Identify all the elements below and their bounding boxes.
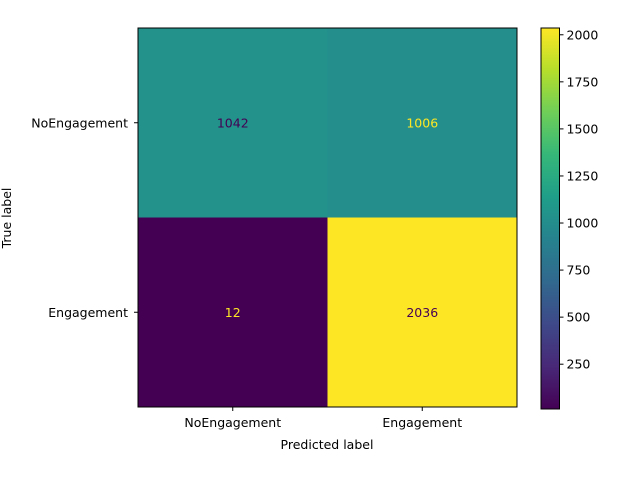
colorbar-ticks: 250 500 750 1000 1250 1500 1750 2000 bbox=[559, 27, 599, 372]
y-tick-label: Engagement bbox=[48, 305, 128, 320]
cell-value-label: 1042 bbox=[217, 115, 249, 130]
y-tick-label: NoEngagement bbox=[31, 115, 128, 130]
colorbar-tick-label: 1000 bbox=[567, 216, 599, 231]
x-axis-ticks: NoEngagement Engagement bbox=[184, 407, 462, 430]
colorbar-tick-label: 1500 bbox=[567, 121, 599, 136]
colorbar-tick-label: 2000 bbox=[567, 27, 599, 42]
cell-value-labels: 1042 1006 12 2036 bbox=[217, 115, 438, 320]
y-axis-ticks: NoEngagement Engagement bbox=[31, 115, 138, 320]
cell-value-label: 2036 bbox=[406, 305, 438, 320]
heatmap-cell bbox=[138, 217, 328, 408]
colorbar-frame bbox=[540, 27, 560, 410]
colorbar-tick-label: 500 bbox=[567, 310, 591, 325]
heatmap-cells bbox=[138, 28, 518, 408]
heatmap-cell bbox=[327, 217, 518, 408]
cell-value-label: 12 bbox=[225, 305, 241, 320]
heatmap-cell bbox=[138, 28, 328, 218]
colorbar-tick-label: 250 bbox=[567, 357, 591, 372]
colorbar-tick-label: 750 bbox=[567, 263, 591, 278]
colorbar bbox=[541, 28, 560, 409]
x-axis-label: Predicted label bbox=[281, 437, 374, 452]
plot-frame bbox=[137, 27, 518, 408]
heatmap-cell bbox=[327, 28, 518, 218]
cell-value-label: 1006 bbox=[406, 115, 438, 130]
colorbar-tick-label: 1250 bbox=[567, 168, 599, 183]
colorbar-tick-label: 1750 bbox=[567, 74, 599, 89]
y-axis-label: True label bbox=[0, 188, 14, 250]
x-tick-label: Engagement bbox=[382, 415, 462, 430]
x-tick-label: NoEngagement bbox=[184, 415, 281, 430]
